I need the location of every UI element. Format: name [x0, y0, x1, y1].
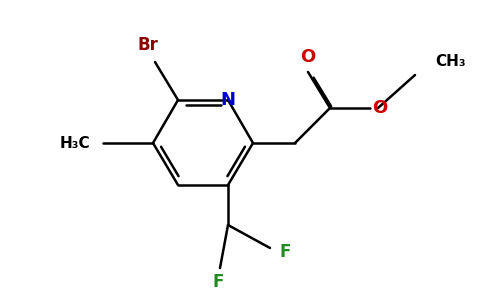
- Text: Br: Br: [137, 36, 158, 54]
- Text: CH₃: CH₃: [435, 55, 466, 70]
- Text: F: F: [212, 273, 224, 291]
- Text: O: O: [301, 48, 316, 66]
- Text: F: F: [279, 243, 291, 261]
- Text: H₃C: H₃C: [60, 136, 91, 151]
- Text: N: N: [221, 91, 236, 109]
- Text: O: O: [372, 99, 387, 117]
